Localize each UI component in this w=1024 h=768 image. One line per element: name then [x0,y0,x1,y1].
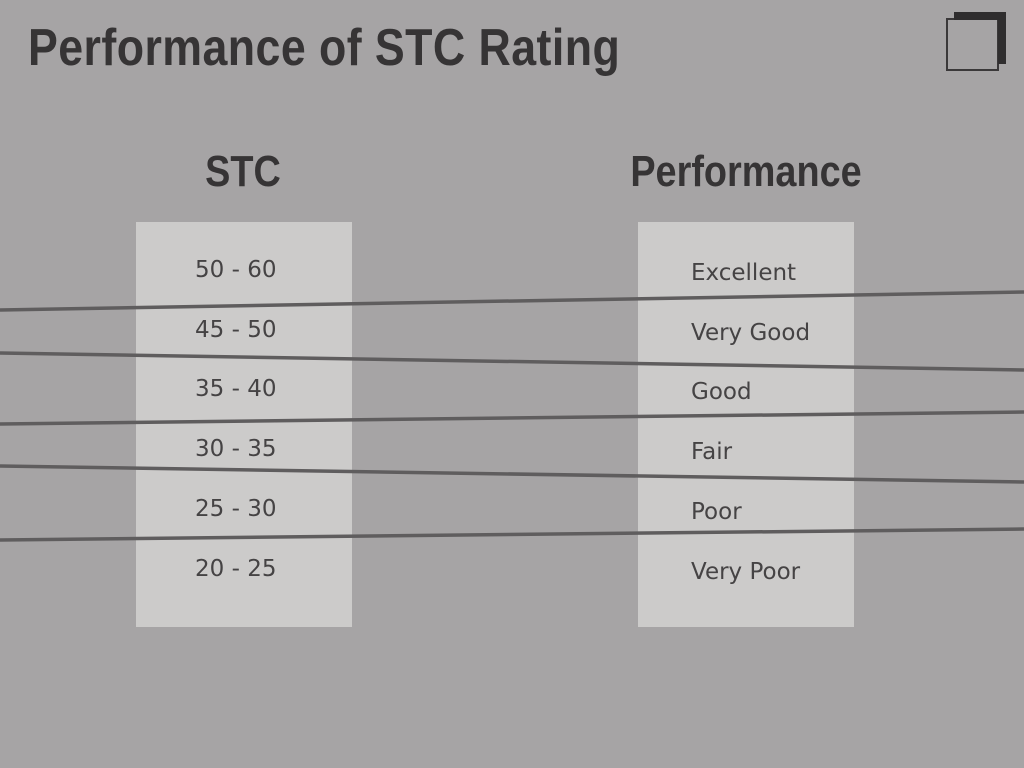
performance-value: Excellent [691,260,797,286]
performance-value: Fair [691,439,733,465]
stc-value: 20 - 25 [195,556,277,582]
stc-column-header: STC [205,147,281,196]
stc-value: 45 - 50 [195,317,277,343]
stc-value: 30 - 35 [195,436,277,462]
performance-value: Very Good [691,320,811,346]
stc-value: 25 - 30 [195,496,277,522]
stc-value: 50 - 60 [195,257,277,283]
performance-column-header: Performance [630,147,862,196]
corner-bracket-icon [946,12,1006,71]
performance-value: Good [691,379,752,405]
performance-value: Very Poor [691,559,801,585]
performance-values-panel: Excellent Very Good Good Fair Poor Very … [638,222,854,627]
page-title: Performance of STC Rating [28,19,621,77]
stc-value: 35 - 40 [195,376,277,402]
performance-value: Poor [691,499,742,525]
stc-values-panel: 50 - 60 45 - 50 35 - 40 30 - 35 25 - 30 … [136,222,352,627]
